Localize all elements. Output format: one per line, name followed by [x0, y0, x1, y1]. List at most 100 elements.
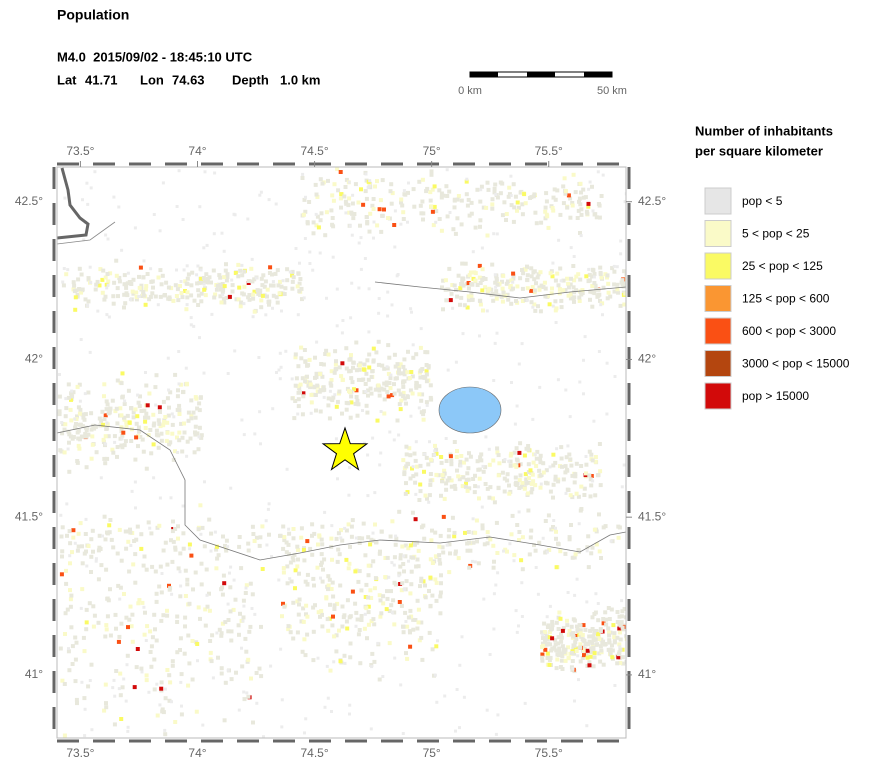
population-cell [340, 377, 345, 382]
population-cell [547, 548, 552, 552]
population-cell [400, 203, 405, 208]
population-cell [569, 523, 573, 527]
population-cell [176, 524, 180, 529]
population-cell [450, 515, 455, 520]
population-cell [244, 649, 249, 654]
population-cell [278, 351, 282, 355]
population-cell [564, 455, 569, 460]
population-cell [520, 535, 525, 540]
population-cell [445, 168, 449, 172]
population-cell [108, 587, 112, 592]
population-cell [620, 655, 625, 660]
population-cell [143, 287, 148, 292]
population-cell [67, 469, 72, 474]
population-cell [338, 659, 343, 664]
population-cell [459, 454, 464, 458]
population-cell [458, 286, 463, 291]
depth-value: 1.0 km [280, 72, 320, 87]
population-cell [573, 190, 578, 195]
population-cell [509, 194, 513, 197]
population-cell [233, 597, 238, 602]
population-cell [509, 203, 514, 208]
population-cell [240, 273, 245, 278]
population-cell [120, 433, 125, 438]
population-cell [189, 293, 194, 298]
population-cell [358, 223, 362, 228]
population-cell [517, 510, 521, 514]
population-cell [467, 540, 471, 545]
population-cell [492, 190, 497, 195]
population-cell [443, 694, 447, 698]
population-cell [402, 189, 406, 193]
population-cell [616, 290, 621, 295]
population-cell [494, 289, 499, 294]
population-cell [344, 528, 349, 533]
population-cell [551, 208, 556, 213]
population-cell [70, 644, 75, 649]
population-cell [102, 382, 107, 387]
population-cell [146, 433, 151, 438]
population-cell [386, 371, 391, 376]
population-cell [475, 459, 480, 464]
population-cell [543, 294, 548, 299]
population-cell [404, 464, 409, 469]
population-cell [320, 524, 325, 529]
population-cell [64, 272, 69, 277]
population-cell [230, 283, 235, 288]
population-cell [541, 641, 545, 646]
population-cell [344, 177, 349, 182]
population-cell [561, 184, 566, 189]
population-cell [480, 526, 485, 531]
population-cell [388, 430, 392, 434]
population-cell [541, 470, 546, 475]
population-cell [333, 362, 338, 367]
population-cell [558, 212, 563, 217]
population-cell [451, 227, 456, 232]
population-cell [204, 567, 209, 572]
population-cell [507, 491, 512, 496]
population-cell [534, 456, 539, 461]
population-cell [532, 192, 537, 197]
population-cell [572, 278, 577, 283]
population-cell [347, 561, 352, 566]
population-cell [301, 548, 306, 552]
population-cell [545, 637, 550, 642]
population-cell [378, 198, 383, 203]
population-cell [585, 664, 590, 668]
population-cell [542, 630, 547, 634]
population-cell [607, 617, 612, 621]
population-cell [459, 464, 463, 468]
population-cell [305, 539, 310, 544]
population-cell [59, 534, 64, 539]
population-cell [511, 219, 516, 224]
population-cell [109, 537, 114, 542]
population-cell [338, 170, 343, 174]
population-cell [258, 288, 263, 293]
population-cell [62, 733, 67, 738]
population-cell [585, 648, 590, 653]
population-cell [554, 526, 557, 530]
population-cell [111, 545, 116, 550]
population-cell [179, 584, 183, 588]
population-cell [284, 349, 288, 353]
population-cell [199, 532, 203, 536]
population-cell [571, 264, 576, 268]
population-cell [89, 537, 94, 542]
population-cell [315, 214, 320, 219]
population-cell [105, 596, 110, 601]
population-cell [377, 297, 381, 300]
population-cell [153, 627, 157, 632]
population-cell [553, 278, 558, 283]
population-cell [298, 390, 302, 395]
population-cell [143, 415, 147, 420]
population-cell [117, 634, 122, 639]
population-cell [328, 668, 333, 673]
population-cell [452, 440, 457, 444]
population-cell [460, 484, 465, 489]
population-cell [448, 454, 453, 459]
population-cell [87, 601, 92, 606]
population-cell [371, 617, 376, 622]
population-cell [237, 544, 242, 549]
population-cell [189, 316, 193, 320]
population-cell [251, 296, 256, 301]
